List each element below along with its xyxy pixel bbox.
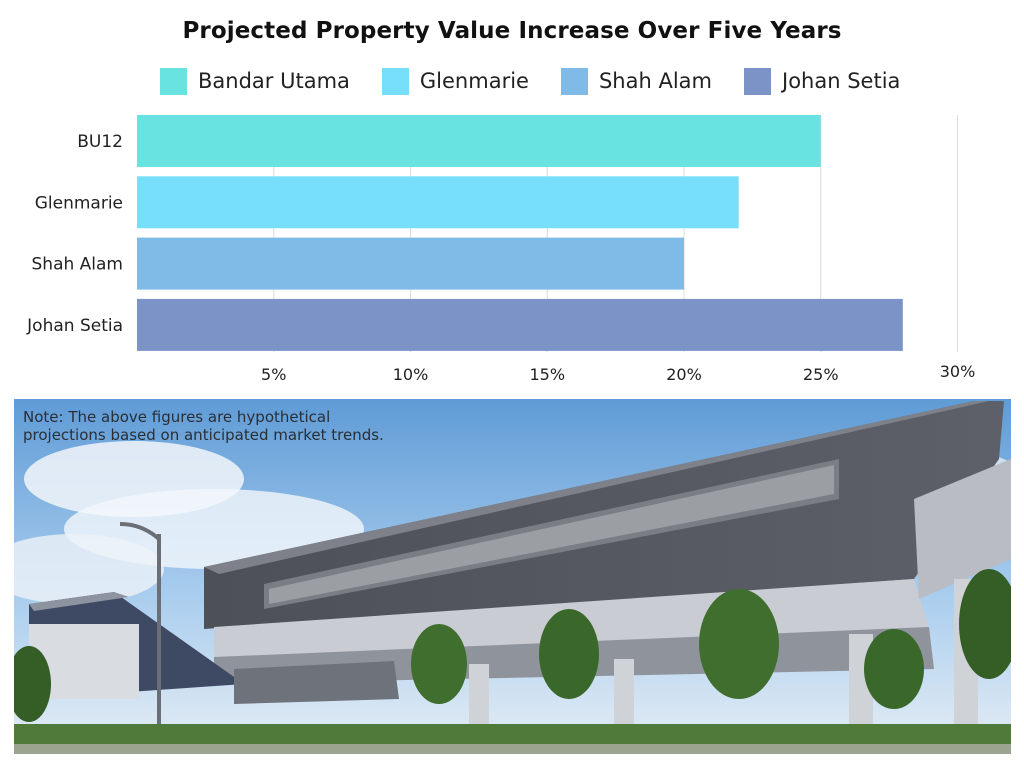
legend-item-bandar-utama: Bandar Utama [160, 67, 350, 95]
category-label: Shah Alam [32, 255, 124, 275]
category-label: Johan Setia [26, 316, 123, 336]
legend-item-glenmarie: Glenmarie [381, 67, 529, 95]
bar [137, 176, 739, 229]
category-label: Glenmarie [35, 193, 123, 213]
legend-item-shah-alam: Shah Alam [560, 67, 712, 95]
legend-label: Shah Alam [598, 69, 712, 93]
note-line: Note: The above figures are hypothetical [23, 408, 331, 426]
bar [137, 237, 684, 290]
tick-label: 30% [940, 362, 976, 381]
legend-label: Glenmarie [419, 69, 529, 93]
legend-item-johan-setia: Johan Setia [744, 67, 901, 95]
legend-swatch [744, 67, 771, 95]
legend-swatch [160, 67, 187, 95]
legend-swatch [560, 67, 588, 95]
tick-label: 15% [529, 365, 565, 384]
bar [137, 298, 903, 351]
tick-label: 10% [393, 365, 429, 384]
chart-legend: Bandar Utama Glenmarie Shah Alam Johan S… [160, 66, 932, 96]
station-photo [14, 399, 1011, 754]
chart-note: Note: The above figures are hypothetical… [23, 408, 483, 444]
bar [137, 115, 821, 167]
tick-label: 5% [261, 365, 286, 384]
legend-label: Johan Setia [782, 69, 901, 93]
legend-swatch [381, 67, 409, 95]
legend-label: Bandar Utama [198, 69, 350, 93]
chart-title: Projected Property Value Increase Over F… [182, 18, 842, 44]
note-line: projections based on anticipated market … [23, 426, 384, 444]
bar-chart: BU12 Glenmarie Shah Alam Johan Setia 5% 10% 15… [26, 115, 976, 384]
tick-label: 25% [803, 365, 839, 384]
tick-label: 20% [666, 365, 702, 384]
category-label: BU12 [77, 132, 123, 152]
